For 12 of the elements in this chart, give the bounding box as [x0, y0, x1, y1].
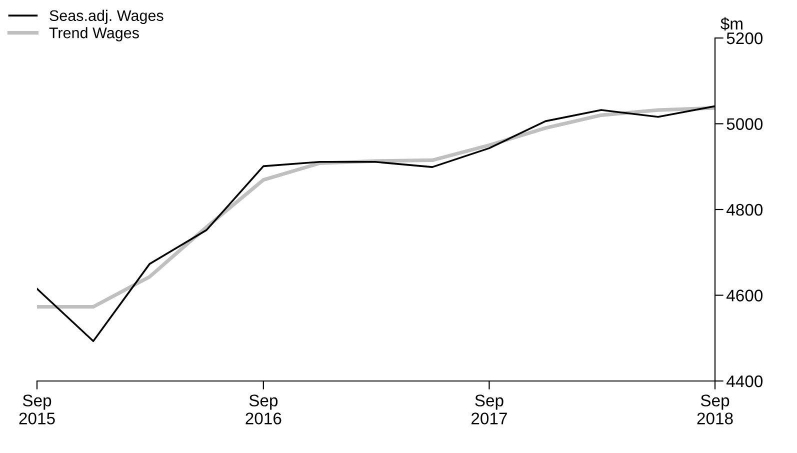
y-tick-label: 4400	[726, 375, 763, 388]
y-tick-label: 4800	[726, 204, 763, 216]
y-tick-label: 4600	[726, 290, 763, 302]
x-tick-label: Sep 2018	[697, 394, 733, 424]
legend-label: Trend Wages	[49, 27, 139, 42]
legend-label: Seas.adj. Wages	[50, 10, 164, 24]
x-tick-label: Sep 2016	[246, 394, 282, 424]
x-tick-label: Sep 2015	[19, 394, 55, 424]
x-tick-label: Sep 2017	[472, 394, 507, 424]
y-tick-label: 5200	[726, 32, 763, 44]
y-tick-label: 5000	[726, 118, 763, 130]
y-axis-title: $m	[720, 17, 742, 31]
